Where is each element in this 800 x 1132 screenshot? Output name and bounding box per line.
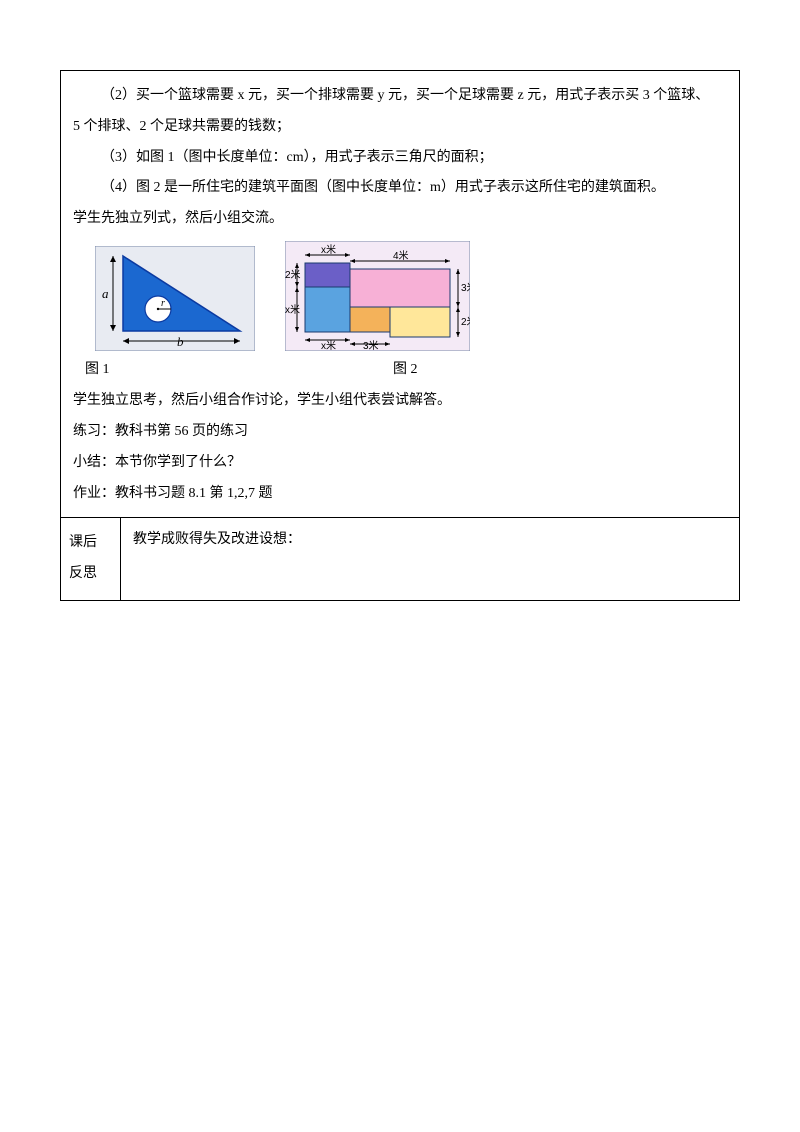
figure-1-svg: a b r [95,246,255,351]
figures-row: a b r [95,241,727,351]
reflection-label-1: 课后 [69,528,112,559]
fig2-room-orange [350,307,390,332]
text-summary: 小结：本节你学到了什么？ [73,448,727,479]
reflection-prompt: 教学成败得失及改进设想： [133,532,301,547]
fig1-caption: 图 1 [85,357,110,382]
text-q3: （3）如图 1（图中长度单位：cm），用式子表示三角尺的面积； [73,143,727,174]
figure-1: a b r [95,246,255,351]
fig1-label-b: b [177,334,184,349]
text-instruction1: 学生先独立列式，然后小组交流。 [73,204,727,235]
text-q4: （4）图 2 是一所住宅的建筑平面图（图中长度单位：m）用式子表示这所住宅的建筑… [73,173,727,204]
main-content-cell: （2）买一个篮球需要 x 元，买一个排球需要 y 元，买一个足球需要 z 元，用… [61,71,740,518]
fig2-label-x-top: x米 [321,243,336,256]
fig2-label-3-bot: 3米 [363,339,379,351]
fig1-center-dot [157,308,159,310]
text-homework: 作业：教科书习题 8.1 第 1,2,7 题 [73,479,727,510]
text-instruction2: 学生独立思考，然后小组合作讨论，学生小组代表尝试解答。 [73,386,727,417]
text-q2-line2: 5 个排球、2 个足球共需要的钱数； [73,112,727,143]
content-table: （2）买一个篮球需要 x 元，买一个排球需要 y 元，买一个足球需要 z 元，用… [60,70,740,601]
fig2-label-3-right: 3米 [461,281,470,294]
fig2-label-4: 4米 [393,249,409,262]
fig2-room-bottomright [390,307,450,337]
reflection-content-cell: 教学成败得失及改进设想： [121,518,740,601]
fig2-room-topright [350,269,450,307]
figure-2-svg: x米 4米 2米 x米 3米 [285,241,470,351]
text-q2-line1: （2）买一个篮球需要 x 元，买一个排球需要 y 元，买一个足球需要 z 元，用… [73,81,727,112]
fig1-label-a: a [102,286,109,301]
fig1-label-r: r [161,298,165,309]
fig2-caption: 图 2 [393,357,418,382]
reflection-label-2: 反思 [69,559,112,590]
fig2-label-x-left: x米 [285,303,300,316]
reflection-label-cell: 课后 反思 [61,518,121,601]
fig2-label-x-bot: x米 [321,339,336,351]
fig2-room-midleft [305,287,350,332]
figure-captions: 图 1 图 2 [85,357,727,382]
fig2-room-topleft [305,263,350,287]
figure-2: x米 4米 2米 x米 3米 [285,241,470,351]
fig2-label-2-left: 2米 [285,268,301,281]
text-practice: 练习：教科书第 56 页的练习 [73,417,727,448]
fig2-label-2-right: 2米 [461,315,470,328]
